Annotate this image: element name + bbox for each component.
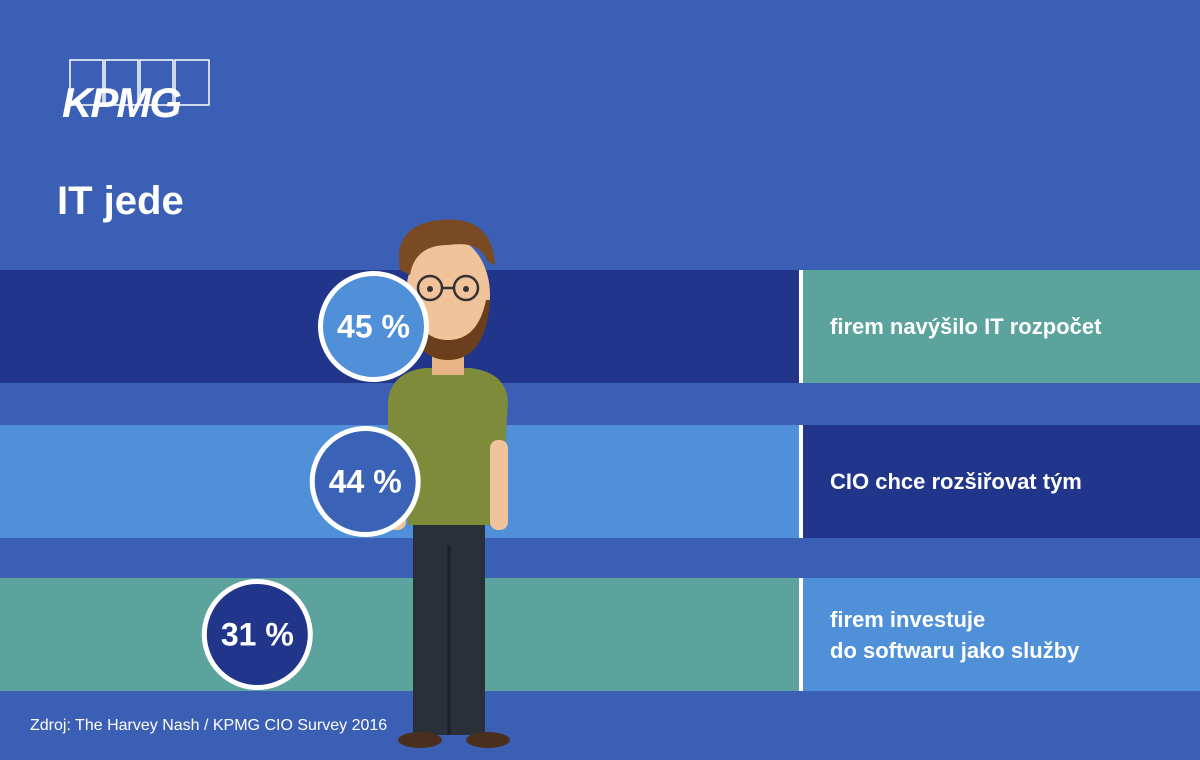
- category-label: firem navýšilo IT rozpočet: [830, 314, 1102, 339]
- category-label: CIO chce rozšiřovat tým: [830, 469, 1082, 494]
- value-marker: [318, 271, 429, 382]
- divider: [799, 270, 803, 383]
- label-panel: [803, 425, 1200, 538]
- chart-title: IT jede: [57, 179, 184, 223]
- value-label: 45 %: [337, 309, 410, 345]
- logo: KPMG: [62, 79, 181, 126]
- value-marker: [309, 426, 421, 537]
- logo-boxes: [69, 59, 210, 106]
- category-label: firem investuje do softwaru jako služby: [830, 606, 1080, 663]
- divider: [799, 578, 803, 691]
- band: [0, 578, 800, 691]
- label-panel: [803, 270, 1200, 383]
- divider: [799, 425, 803, 538]
- label-panel: [803, 578, 1200, 691]
- value-marker: [201, 579, 313, 690]
- value-label: 31 %: [221, 617, 294, 653]
- source-note: Zdroj: The Harvey Nash / KPMG CIO Survey…: [30, 717, 387, 734]
- value-label: 44 %: [329, 464, 402, 500]
